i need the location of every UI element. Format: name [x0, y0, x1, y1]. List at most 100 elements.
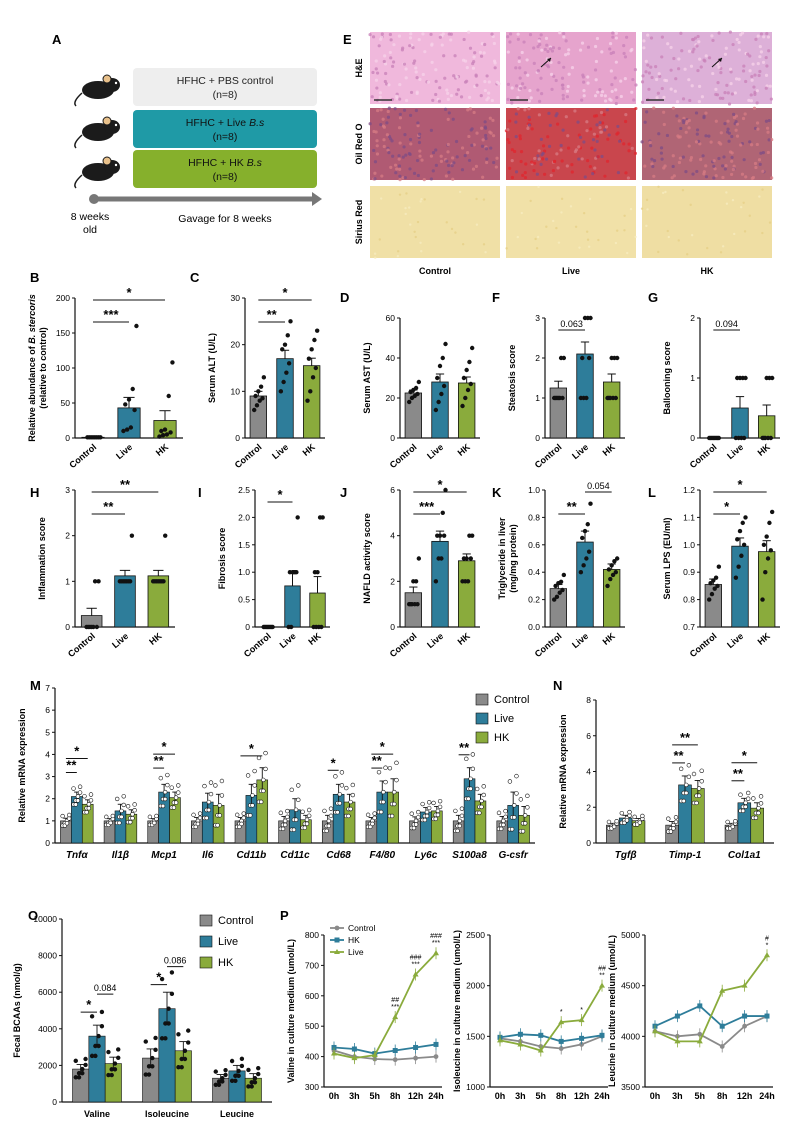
data-point — [156, 579, 161, 584]
data-point — [124, 427, 130, 432]
bar-control — [704, 584, 722, 628]
category-label: HK — [301, 442, 318, 458]
data-point — [457, 818, 462, 824]
data-point — [470, 752, 476, 757]
data-point — [586, 355, 592, 361]
data-point — [252, 407, 257, 413]
y-tick-label: 1.0 — [683, 540, 695, 550]
data-point — [126, 579, 131, 584]
category-label: Control — [242, 631, 273, 659]
data-point — [86, 802, 92, 807]
significance-label: 0.063 — [560, 319, 583, 329]
data-point — [158, 775, 164, 781]
data-point — [313, 365, 318, 371]
data-point — [169, 991, 175, 997]
data-point — [263, 766, 268, 772]
data-point — [258, 799, 264, 805]
data-point — [737, 528, 743, 534]
data-point — [241, 815, 246, 821]
data-point — [584, 556, 589, 561]
data-point — [433, 579, 439, 584]
data-point — [684, 790, 689, 796]
data-point — [306, 356, 312, 361]
data-point — [479, 804, 484, 810]
bar-control — [549, 387, 567, 439]
y-tick-label: 2 — [45, 794, 50, 804]
data-point — [611, 824, 617, 829]
data-point — [512, 803, 517, 808]
y-tick-label: 5 — [45, 727, 50, 737]
data-point — [293, 807, 299, 812]
data-point — [561, 572, 567, 578]
y-axis-label-2: (relative to control) — [38, 327, 48, 409]
data-point — [712, 586, 717, 591]
data-point — [326, 818, 332, 824]
data-point — [606, 819, 612, 825]
data-point — [130, 386, 135, 392]
series-line-control — [499, 1035, 603, 1050]
data-point — [134, 323, 139, 329]
y-tick-label: 2 — [535, 353, 540, 363]
panel-letter-m: M — [30, 678, 41, 693]
data-point — [64, 821, 70, 826]
y-axis-label: Fecal BCAAs (nmol/g) — [12, 963, 22, 1058]
data-point — [711, 578, 716, 583]
data-point — [216, 1082, 222, 1087]
legend-label: HK — [494, 732, 510, 744]
data-point — [324, 828, 329, 834]
data-point — [761, 542, 767, 547]
data-point — [437, 363, 443, 369]
data-point — [248, 813, 253, 818]
significance-label: *** — [103, 307, 119, 322]
histology-col-label: HK — [701, 266, 714, 276]
data-point — [707, 597, 712, 602]
group-label: Isoleucine — [145, 1109, 189, 1119]
panel-letter-a: A — [52, 32, 62, 47]
y-tick-label: 300 — [305, 1082, 319, 1092]
panel-letter-l: L — [648, 485, 656, 500]
data-point — [312, 337, 317, 343]
group-name: HFHC + Live B.s — [186, 117, 265, 129]
data-point — [84, 810, 89, 815]
data-point — [261, 788, 266, 794]
data-point — [249, 1084, 254, 1089]
data-point — [420, 801, 425, 807]
panel-letter-i: I — [198, 485, 202, 500]
y-tick-label: 7 — [45, 683, 50, 693]
data-point — [306, 813, 312, 818]
y-tick-label: 700 — [305, 960, 319, 970]
data-point — [433, 407, 439, 413]
series-marker — [538, 1032, 544, 1038]
data-point — [389, 813, 395, 819]
y-tick-label: 2000 — [466, 981, 485, 991]
data-point — [501, 818, 506, 824]
bar-control — [404, 392, 423, 439]
data-point — [128, 819, 133, 825]
y-axis-label: Relative abundance of B. stercoris — [27, 294, 37, 442]
data-point — [75, 794, 81, 799]
data-point — [459, 813, 465, 819]
significance-label: * — [724, 499, 730, 514]
category-label: HK — [756, 442, 773, 458]
series-marker — [741, 982, 748, 988]
data-point — [285, 814, 290, 820]
data-point — [609, 563, 614, 568]
data-point — [553, 583, 558, 589]
series-line-live — [654, 954, 768, 1043]
start-age-label: 8 weeks — [71, 211, 110, 223]
x-tick-label: 0h — [329, 1091, 340, 1101]
data-point — [466, 796, 471, 801]
y-tick-label: 800 — [305, 930, 319, 940]
data-point — [730, 824, 735, 829]
group-box — [133, 68, 317, 106]
data-point — [407, 399, 412, 405]
legend-swatch — [475, 712, 489, 725]
data-point — [66, 812, 72, 818]
category-label: HK — [601, 631, 618, 647]
data-point — [741, 542, 747, 547]
data-point — [296, 783, 301, 788]
series-marker — [558, 1046, 564, 1051]
group-label: Col1a1 — [728, 850, 761, 861]
significance-label: * — [742, 748, 748, 763]
